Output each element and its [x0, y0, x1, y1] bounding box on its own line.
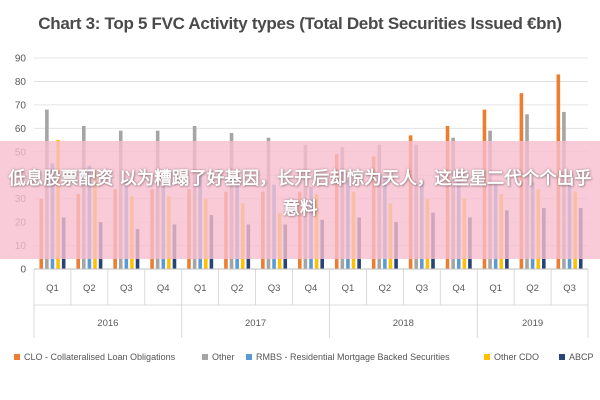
y-tick-label: 0 [20, 265, 26, 276]
y-tick-label: 70 [15, 100, 27, 111]
legend-label: ABCP [569, 352, 594, 362]
legend-item: Other CDO [484, 352, 539, 362]
x-tick-label: Q1 [489, 283, 502, 294]
x-tick-label: Q3 [563, 283, 576, 294]
legend-label: RMBS - Residential Mortgage Backed Secur… [256, 352, 450, 362]
legend-item: ABCP [559, 352, 594, 362]
x-tick-label: Q4 [305, 283, 318, 294]
x-tick-label: Q2 [379, 283, 392, 294]
x-tick-label: Q1 [342, 283, 355, 294]
legend-swatch [202, 354, 208, 360]
legend-item: Other [202, 352, 235, 362]
year-label: 2018 [393, 318, 414, 329]
x-tick-label: Q2 [526, 283, 539, 294]
y-tick-label: 80 [15, 77, 27, 88]
x-tick-label: Q1 [194, 283, 207, 294]
x-tick-label: Q1 [46, 283, 59, 294]
promo-overlay-band[interactable] [0, 141, 600, 259]
promo-overlay-text[interactable]: 低息股票配资 以为糟蹋了好基因，长开后却惊为天人，这些星二代个个出乎意料 [8, 169, 592, 219]
chart-title: Chart 3: Top 5 FVC Activity types (Total… [38, 14, 562, 33]
x-tick-label: Q3 [120, 283, 133, 294]
x-tick-label: Q4 [452, 283, 465, 294]
legend-label: Other CDO [494, 352, 540, 362]
legend-swatch [14, 354, 20, 360]
legend-item: CLO - Collateralised Loan Obligations [14, 352, 175, 362]
y-tick-label: 60 [15, 124, 27, 135]
x-tick-label: Q3 [415, 283, 428, 294]
year-label: 2016 [97, 318, 118, 329]
x-tick-label: Q3 [268, 283, 281, 294]
y-tick-label: 90 [15, 54, 27, 65]
x-tick-label: Q4 [157, 283, 170, 294]
x-tick-label: Q2 [231, 283, 244, 294]
legend-item: RMBS - Residential Mortgage Backed Secur… [246, 352, 450, 362]
legend-swatch [246, 354, 252, 360]
year-label: 2017 [245, 318, 266, 329]
year-label: 2019 [522, 318, 543, 329]
x-tick-label: Q2 [83, 283, 96, 294]
legend-swatch [484, 354, 490, 360]
legend-label: CLO - Collateralised Loan Obligations [24, 352, 176, 362]
legend-swatch [559, 354, 565, 360]
chart-legend: CLO - Collateralised Loan Obligations Oth… [14, 350, 594, 366]
legend-label: Other [212, 352, 235, 362]
